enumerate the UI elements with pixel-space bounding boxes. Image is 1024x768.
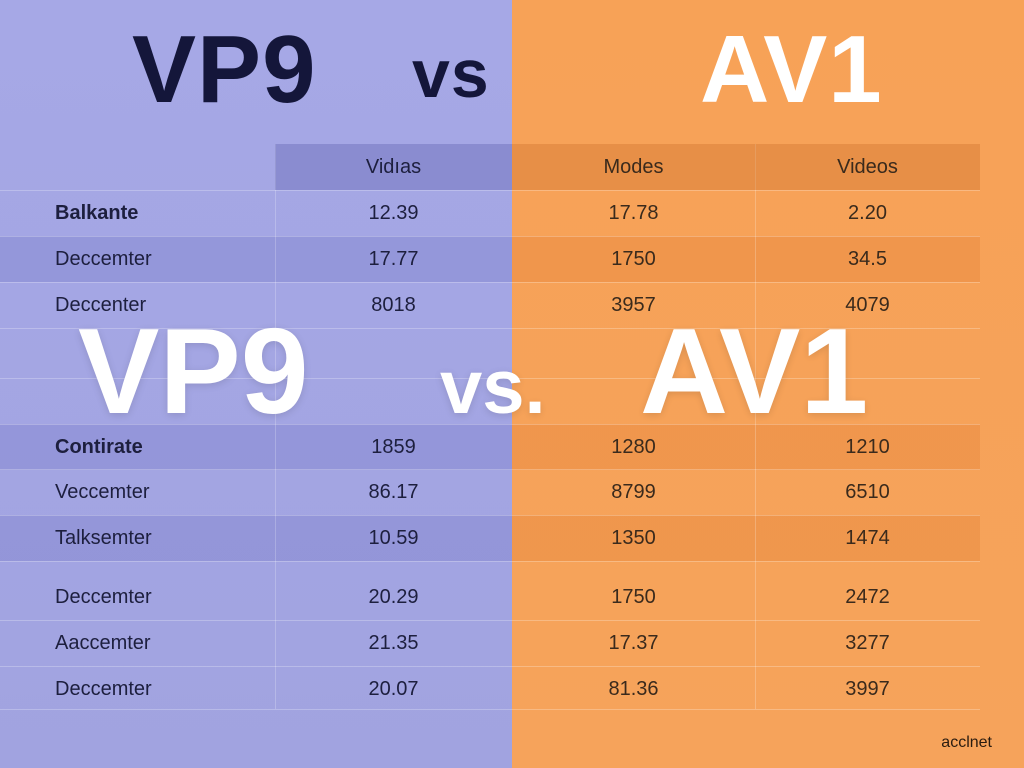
row-label: Contirate	[55, 435, 143, 458]
table-cell: 1750	[611, 247, 656, 270]
row-shade	[512, 424, 980, 470]
row-divider	[0, 515, 980, 516]
row-label: Balkante	[55, 201, 139, 224]
overlay-vp9-text: VP9	[78, 303, 309, 439]
row-label: Deccemter	[55, 247, 152, 270]
table-cell: 20.29	[368, 585, 419, 608]
table-row: Deccenter 8018 3957 4079	[0, 282, 980, 328]
table-cell: 3997	[845, 677, 890, 700]
table-cell: 81.36	[608, 677, 659, 700]
column-divider	[755, 144, 756, 709]
row-label: Veccemter	[55, 480, 150, 503]
row-label: Deccemter	[55, 677, 152, 700]
overlay-av1-text: AV1	[640, 303, 869, 439]
table-cell: 17.77	[368, 247, 419, 270]
table-cell: 86.17	[368, 480, 419, 503]
column-header: Vidıas	[275, 144, 512, 190]
row-shade	[0, 515, 512, 561]
row-shade	[0, 236, 512, 282]
table-cell: 10.59	[368, 526, 419, 549]
row-label: Talksemter	[55, 526, 152, 549]
table-cell: 2472	[845, 585, 890, 608]
row-divider	[0, 709, 980, 710]
row-label: Aaccemter	[55, 631, 151, 654]
column-header: Modes	[512, 144, 755, 190]
table-cell: 6510	[845, 480, 890, 503]
table-cell: 12.39	[368, 201, 419, 224]
vs-title: vs	[412, 36, 490, 112]
row-divider	[0, 328, 980, 329]
row-divider	[0, 561, 980, 562]
table-cell: 1474	[845, 526, 890, 549]
table-cell: 8018	[371, 293, 416, 316]
table-row: Aaccemter 21.35 17.37 3277	[0, 620, 980, 666]
table-row: Deccemter 20.07 81.36 3997	[0, 666, 980, 712]
row-divider	[0, 666, 980, 667]
av1-title: AV1	[700, 16, 883, 123]
table-row: Talksemter 10.59 1350 1474	[0, 515, 980, 561]
row-divider	[0, 620, 980, 621]
row-divider	[0, 190, 980, 191]
table-cell: 3957	[611, 293, 656, 316]
table-row: Contirate 1859 1280 1210	[0, 424, 980, 470]
vp9-title: VP9	[132, 16, 317, 123]
table-row: Veccemter 86.17 8799 6510	[0, 469, 980, 515]
column-divider	[275, 144, 276, 709]
av1-panel-background	[512, 0, 1024, 768]
column-header: Videos	[755, 144, 980, 190]
table-cell: 1350	[611, 526, 656, 549]
table-cell: 1210	[845, 435, 890, 458]
table-cell: 2.20	[848, 201, 887, 224]
row-divider	[0, 469, 980, 470]
overlay-vs-text: vs.	[440, 345, 546, 430]
table-cell: 8799	[611, 480, 656, 503]
row-divider	[0, 378, 980, 379]
table-cell: 21.35	[368, 631, 419, 654]
row-label: Deccenter	[55, 293, 147, 316]
table-cell: 17.37	[608, 631, 659, 654]
row-shade	[512, 515, 980, 561]
row-shade	[0, 424, 512, 470]
table-cell: 3277	[845, 631, 890, 654]
table-cell: 1859	[371, 435, 416, 458]
table-row: Deccemter 17.77 1750 34.5	[0, 236, 980, 282]
table-cell: 17.78	[608, 201, 659, 224]
vp9-panel-background	[0, 0, 512, 768]
brand-logo: acclnet	[941, 734, 992, 751]
table-header-row: Vidıas Modes Videos	[0, 144, 980, 190]
row-label: Deccemter	[55, 585, 152, 608]
table-cell: 1750	[611, 585, 656, 608]
table-row: Balkante 12.39 17.78 2.20	[0, 190, 980, 236]
table-cell: 20.07	[368, 677, 419, 700]
table-row: Deccemter 20.29 1750 2472	[0, 574, 980, 620]
row-shade	[512, 236, 980, 282]
table-cell: 1280	[611, 435, 656, 458]
row-divider	[0, 236, 980, 237]
table-cell: 4079	[845, 293, 890, 316]
row-divider	[0, 282, 980, 283]
table-cell: 34.5	[848, 247, 887, 270]
row-divider	[0, 424, 980, 425]
